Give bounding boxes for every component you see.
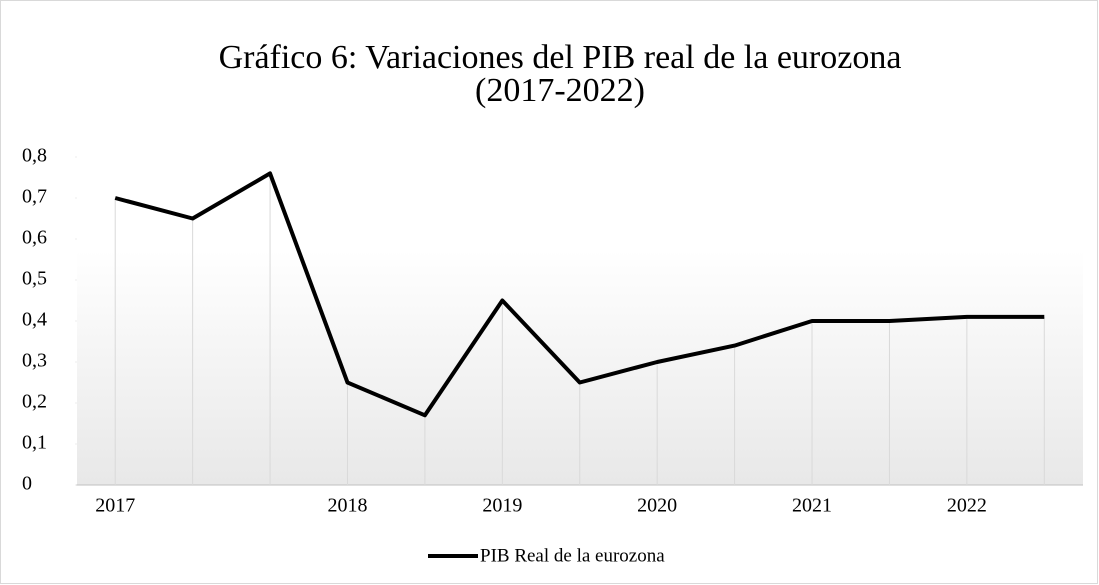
x-tick-label: 2019	[482, 495, 522, 517]
x-tick-label: 2018	[327, 495, 367, 517]
y-tick-label: 0,8	[22, 145, 47, 167]
chart-title: (2017-2022)	[475, 72, 645, 109]
y-tick-label: 0,6	[22, 227, 47, 249]
legend-label: PIB Real de la eurozona	[480, 545, 665, 566]
y-tick-label: 0,2	[22, 391, 47, 413]
x-tick-label: 2022	[947, 495, 987, 517]
x-tick-label: 2021	[792, 495, 832, 517]
x-tick-label: 2017	[95, 495, 135, 517]
y-tick-label: 0,3	[22, 350, 47, 372]
x-tick-label: 2020	[637, 495, 677, 517]
y-tick-label: 0,7	[22, 186, 47, 208]
chart-title: Gráfico 6: Variaciones del PIB real de l…	[219, 39, 902, 76]
y-tick-label: 0,4	[22, 309, 47, 331]
y-tick-label: 0,1	[22, 432, 47, 454]
data-line	[114, 171, 1045, 418]
y-tick-label: 0	[22, 473, 32, 495]
y-tick-label: 0,5	[22, 268, 47, 290]
